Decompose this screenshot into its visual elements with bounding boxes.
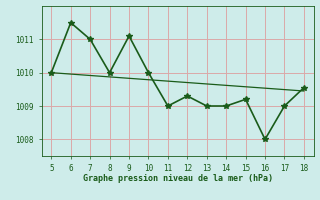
X-axis label: Graphe pression niveau de la mer (hPa): Graphe pression niveau de la mer (hPa) [83,174,273,183]
